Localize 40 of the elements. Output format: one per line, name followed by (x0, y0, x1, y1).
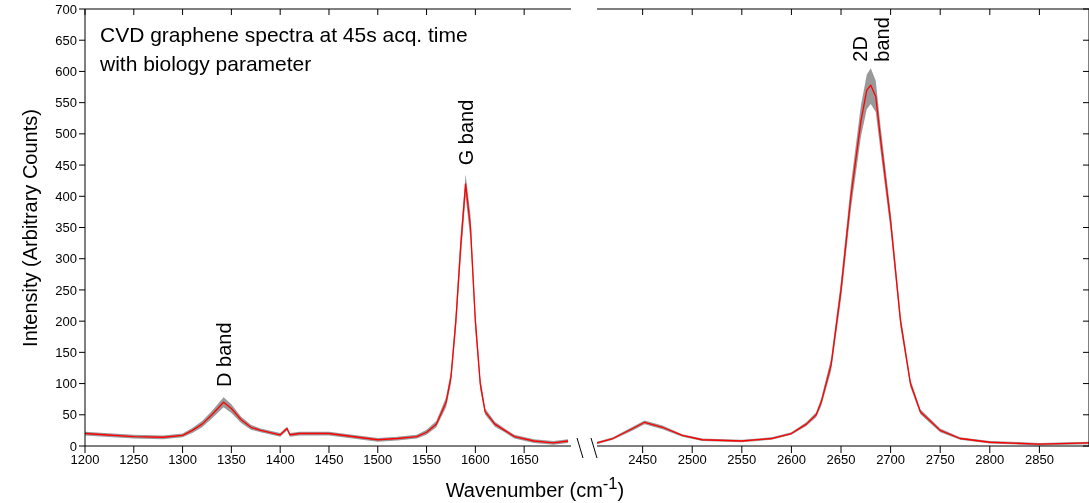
y-tick-label: 350 (55, 220, 77, 236)
annotation: 2D band (848, 17, 893, 62)
x-tick-label: 1400 (265, 452, 295, 468)
y-tick-label: 100 (55, 376, 77, 392)
x-tick-label: 2750 (925, 452, 955, 468)
x-tick-label: 2550 (727, 452, 757, 468)
y-tick-label: 300 (55, 251, 77, 267)
x-tick-label: 1200 (70, 452, 100, 468)
y-tick-label: 250 (55, 282, 77, 298)
y-tick-label: 200 (55, 313, 77, 329)
y-tick-label: 400 (55, 188, 77, 204)
x-axis-title: Wavenumber (cm$^{-1}$) (444, 474, 626, 502)
annotation: G band (454, 99, 477, 166)
x-tick-label: 2800 (975, 452, 1005, 468)
y-axis-title: Intensity (Arbitrary Counts) (18, 109, 42, 347)
x-tick-label: 2450 (628, 452, 658, 468)
x-tick-label: 1350 (216, 452, 246, 468)
x-tick-label: 1550 (412, 452, 442, 468)
y-tick-label: 150 (55, 344, 77, 360)
x-tick-label: 2600 (776, 452, 806, 468)
x-tick-label: 1650 (509, 452, 539, 468)
x-tick-label: 2850 (1024, 452, 1054, 468)
y-tick-label: 650 (55, 32, 77, 48)
y-tick-label: 450 (55, 157, 77, 173)
x-tick-label: 2700 (876, 452, 906, 468)
x-tick-label: 1250 (119, 452, 149, 468)
x-tick-label: 1450 (314, 452, 344, 468)
text: CVD graphene spectra at 45s acq. time with biology parameter (100, 22, 468, 77)
y-tick-label: 600 (55, 64, 77, 80)
x-tick-label: 1500 (363, 452, 393, 468)
x-tick-label: 1600 (460, 452, 490, 468)
x-tick-label: 2650 (826, 452, 856, 468)
x-tick-label: 2500 (677, 452, 707, 468)
y-tick-label: 0 (69, 438, 77, 454)
y-tick-label: 50 (62, 407, 77, 423)
y-tick-label: 550 (55, 95, 77, 111)
y-tick-label: 700 (55, 1, 77, 17)
annotation: D band (212, 322, 235, 387)
y-tick-label: 500 (55, 126, 77, 142)
x-tick-label: 1300 (168, 452, 198, 468)
